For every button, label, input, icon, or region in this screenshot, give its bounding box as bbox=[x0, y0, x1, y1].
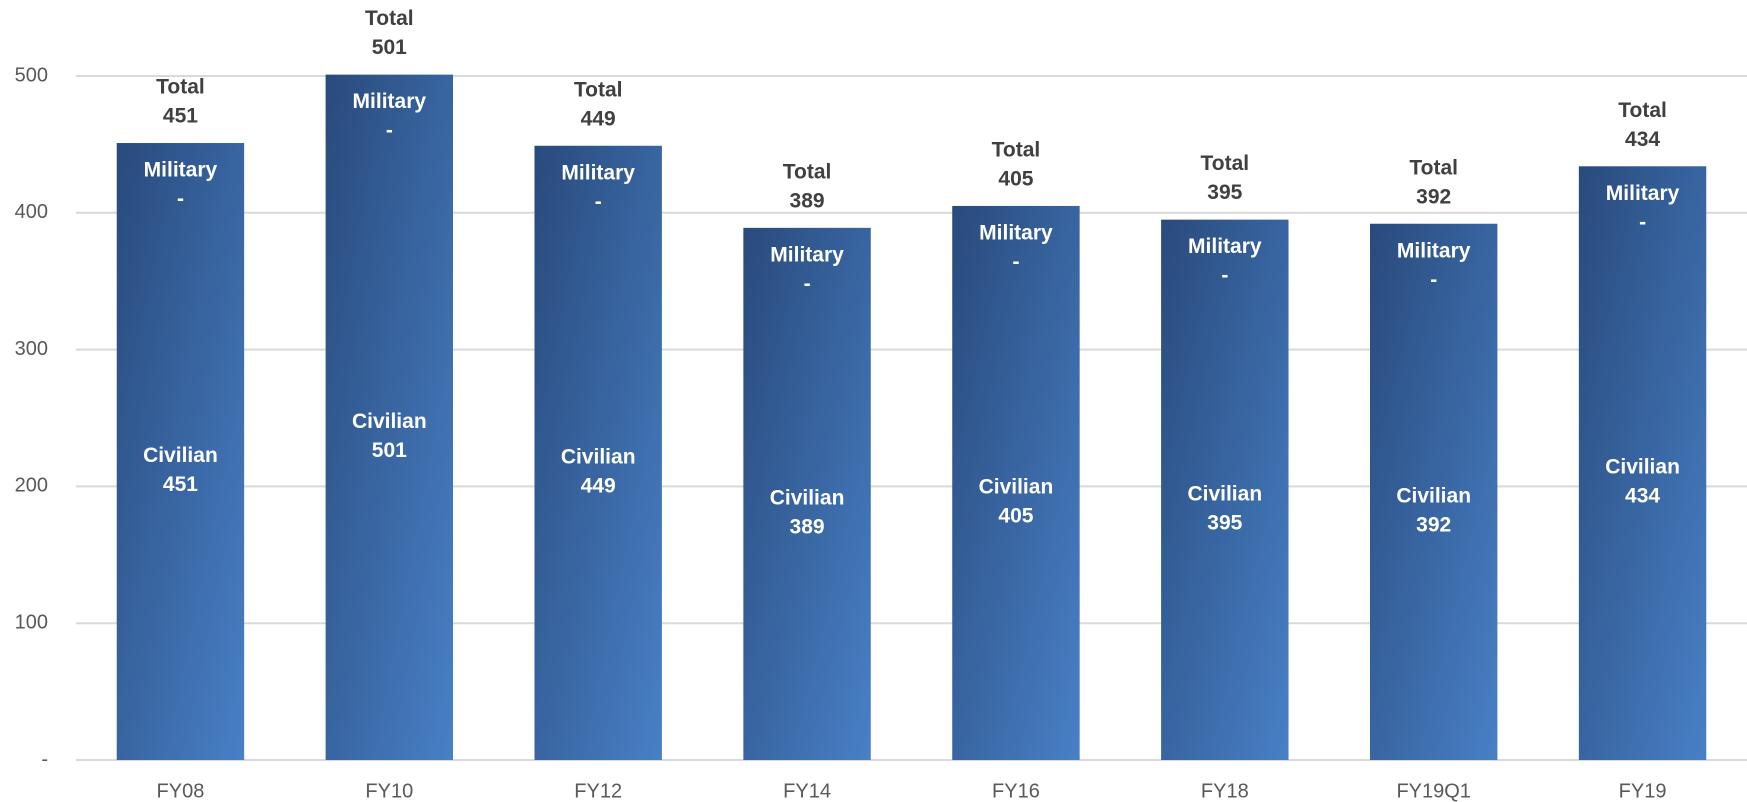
data-label-name: Civilian bbox=[143, 444, 218, 467]
data-label-name: Civilian bbox=[352, 410, 427, 433]
total-label: 434 bbox=[1625, 128, 1660, 151]
data-label-name: Military bbox=[1397, 239, 1471, 262]
data-label-name: Military bbox=[353, 90, 427, 113]
total-label: 405 bbox=[998, 168, 1033, 191]
total-label-name: Total bbox=[365, 7, 414, 30]
data-label: - bbox=[1221, 264, 1228, 287]
total-label-name: Total bbox=[992, 139, 1041, 162]
x-tick-label: FY16 bbox=[992, 780, 1040, 802]
y-tick-label: 200 bbox=[15, 475, 48, 497]
data-label: - bbox=[177, 188, 184, 211]
data-label-name: Military bbox=[144, 159, 218, 182]
data-label: 389 bbox=[790, 515, 825, 538]
data-label: 501 bbox=[372, 439, 407, 462]
x-tick-label: FY10 bbox=[365, 780, 413, 802]
bar-segment bbox=[952, 205, 1080, 760]
data-label-name: Military bbox=[1188, 235, 1262, 258]
total-label: 389 bbox=[790, 189, 825, 212]
y-tick-label: 100 bbox=[15, 611, 48, 633]
total-label-name: Total bbox=[1201, 152, 1250, 175]
y-tick-label: 500 bbox=[15, 64, 48, 86]
data-label: - bbox=[804, 272, 811, 295]
data-label-name: Military bbox=[770, 243, 844, 266]
x-tick-label: FY12 bbox=[574, 780, 622, 802]
data-label: - bbox=[595, 190, 602, 213]
x-tick-label: FY18 bbox=[1201, 780, 1249, 802]
data-label: - bbox=[1639, 211, 1646, 234]
total-label: 449 bbox=[581, 107, 616, 130]
data-label: - bbox=[1012, 251, 1019, 274]
bar-segment bbox=[116, 143, 245, 761]
data-label: 405 bbox=[998, 505, 1033, 528]
data-label: - bbox=[386, 119, 393, 142]
x-tick-label: FY08 bbox=[157, 780, 205, 802]
total-label: 451 bbox=[163, 105, 198, 128]
total-label: 392 bbox=[1416, 185, 1451, 208]
total-label: 395 bbox=[1207, 181, 1242, 204]
data-label-name: Civilian bbox=[1605, 456, 1680, 479]
y-tick-label: - bbox=[41, 748, 48, 770]
y-tick-label: 300 bbox=[15, 338, 48, 360]
data-label-name: Civilian bbox=[1187, 482, 1262, 505]
bar-segment bbox=[1578, 166, 1707, 761]
x-tick-label: FY19 bbox=[1619, 780, 1667, 802]
data-label-name: Military bbox=[979, 222, 1053, 245]
data-label-name: Military bbox=[1606, 182, 1680, 205]
y-tick-label: 400 bbox=[15, 201, 48, 223]
total-label-name: Total bbox=[1618, 99, 1667, 122]
data-label: 449 bbox=[581, 474, 616, 497]
total-label-name: Total bbox=[156, 76, 205, 99]
x-tick-label: FY14 bbox=[783, 780, 831, 802]
data-label: 392 bbox=[1416, 513, 1451, 536]
bar-segment bbox=[1369, 223, 1498, 760]
data-label: 451 bbox=[163, 473, 198, 496]
total-label-name: Total bbox=[574, 78, 623, 101]
total-label-name: Total bbox=[1409, 156, 1458, 179]
data-label-name: Civilian bbox=[770, 486, 845, 509]
data-label-name: Military bbox=[561, 161, 635, 184]
bar-segment bbox=[325, 74, 454, 760]
bar-segment bbox=[743, 227, 871, 760]
data-label-name: Civilian bbox=[979, 476, 1054, 499]
data-label: 395 bbox=[1207, 511, 1242, 534]
bar-segment bbox=[1161, 219, 1289, 760]
total-label: 501 bbox=[372, 36, 407, 59]
x-tick-label: FY19Q1 bbox=[1396, 780, 1470, 802]
total-label-name: Total bbox=[783, 160, 832, 183]
data-label-name: Civilian bbox=[1396, 484, 1471, 507]
data-label: - bbox=[1430, 268, 1437, 291]
bar-segment bbox=[534, 145, 662, 760]
data-label: 434 bbox=[1625, 485, 1660, 508]
data-label-name: Civilian bbox=[561, 445, 636, 468]
